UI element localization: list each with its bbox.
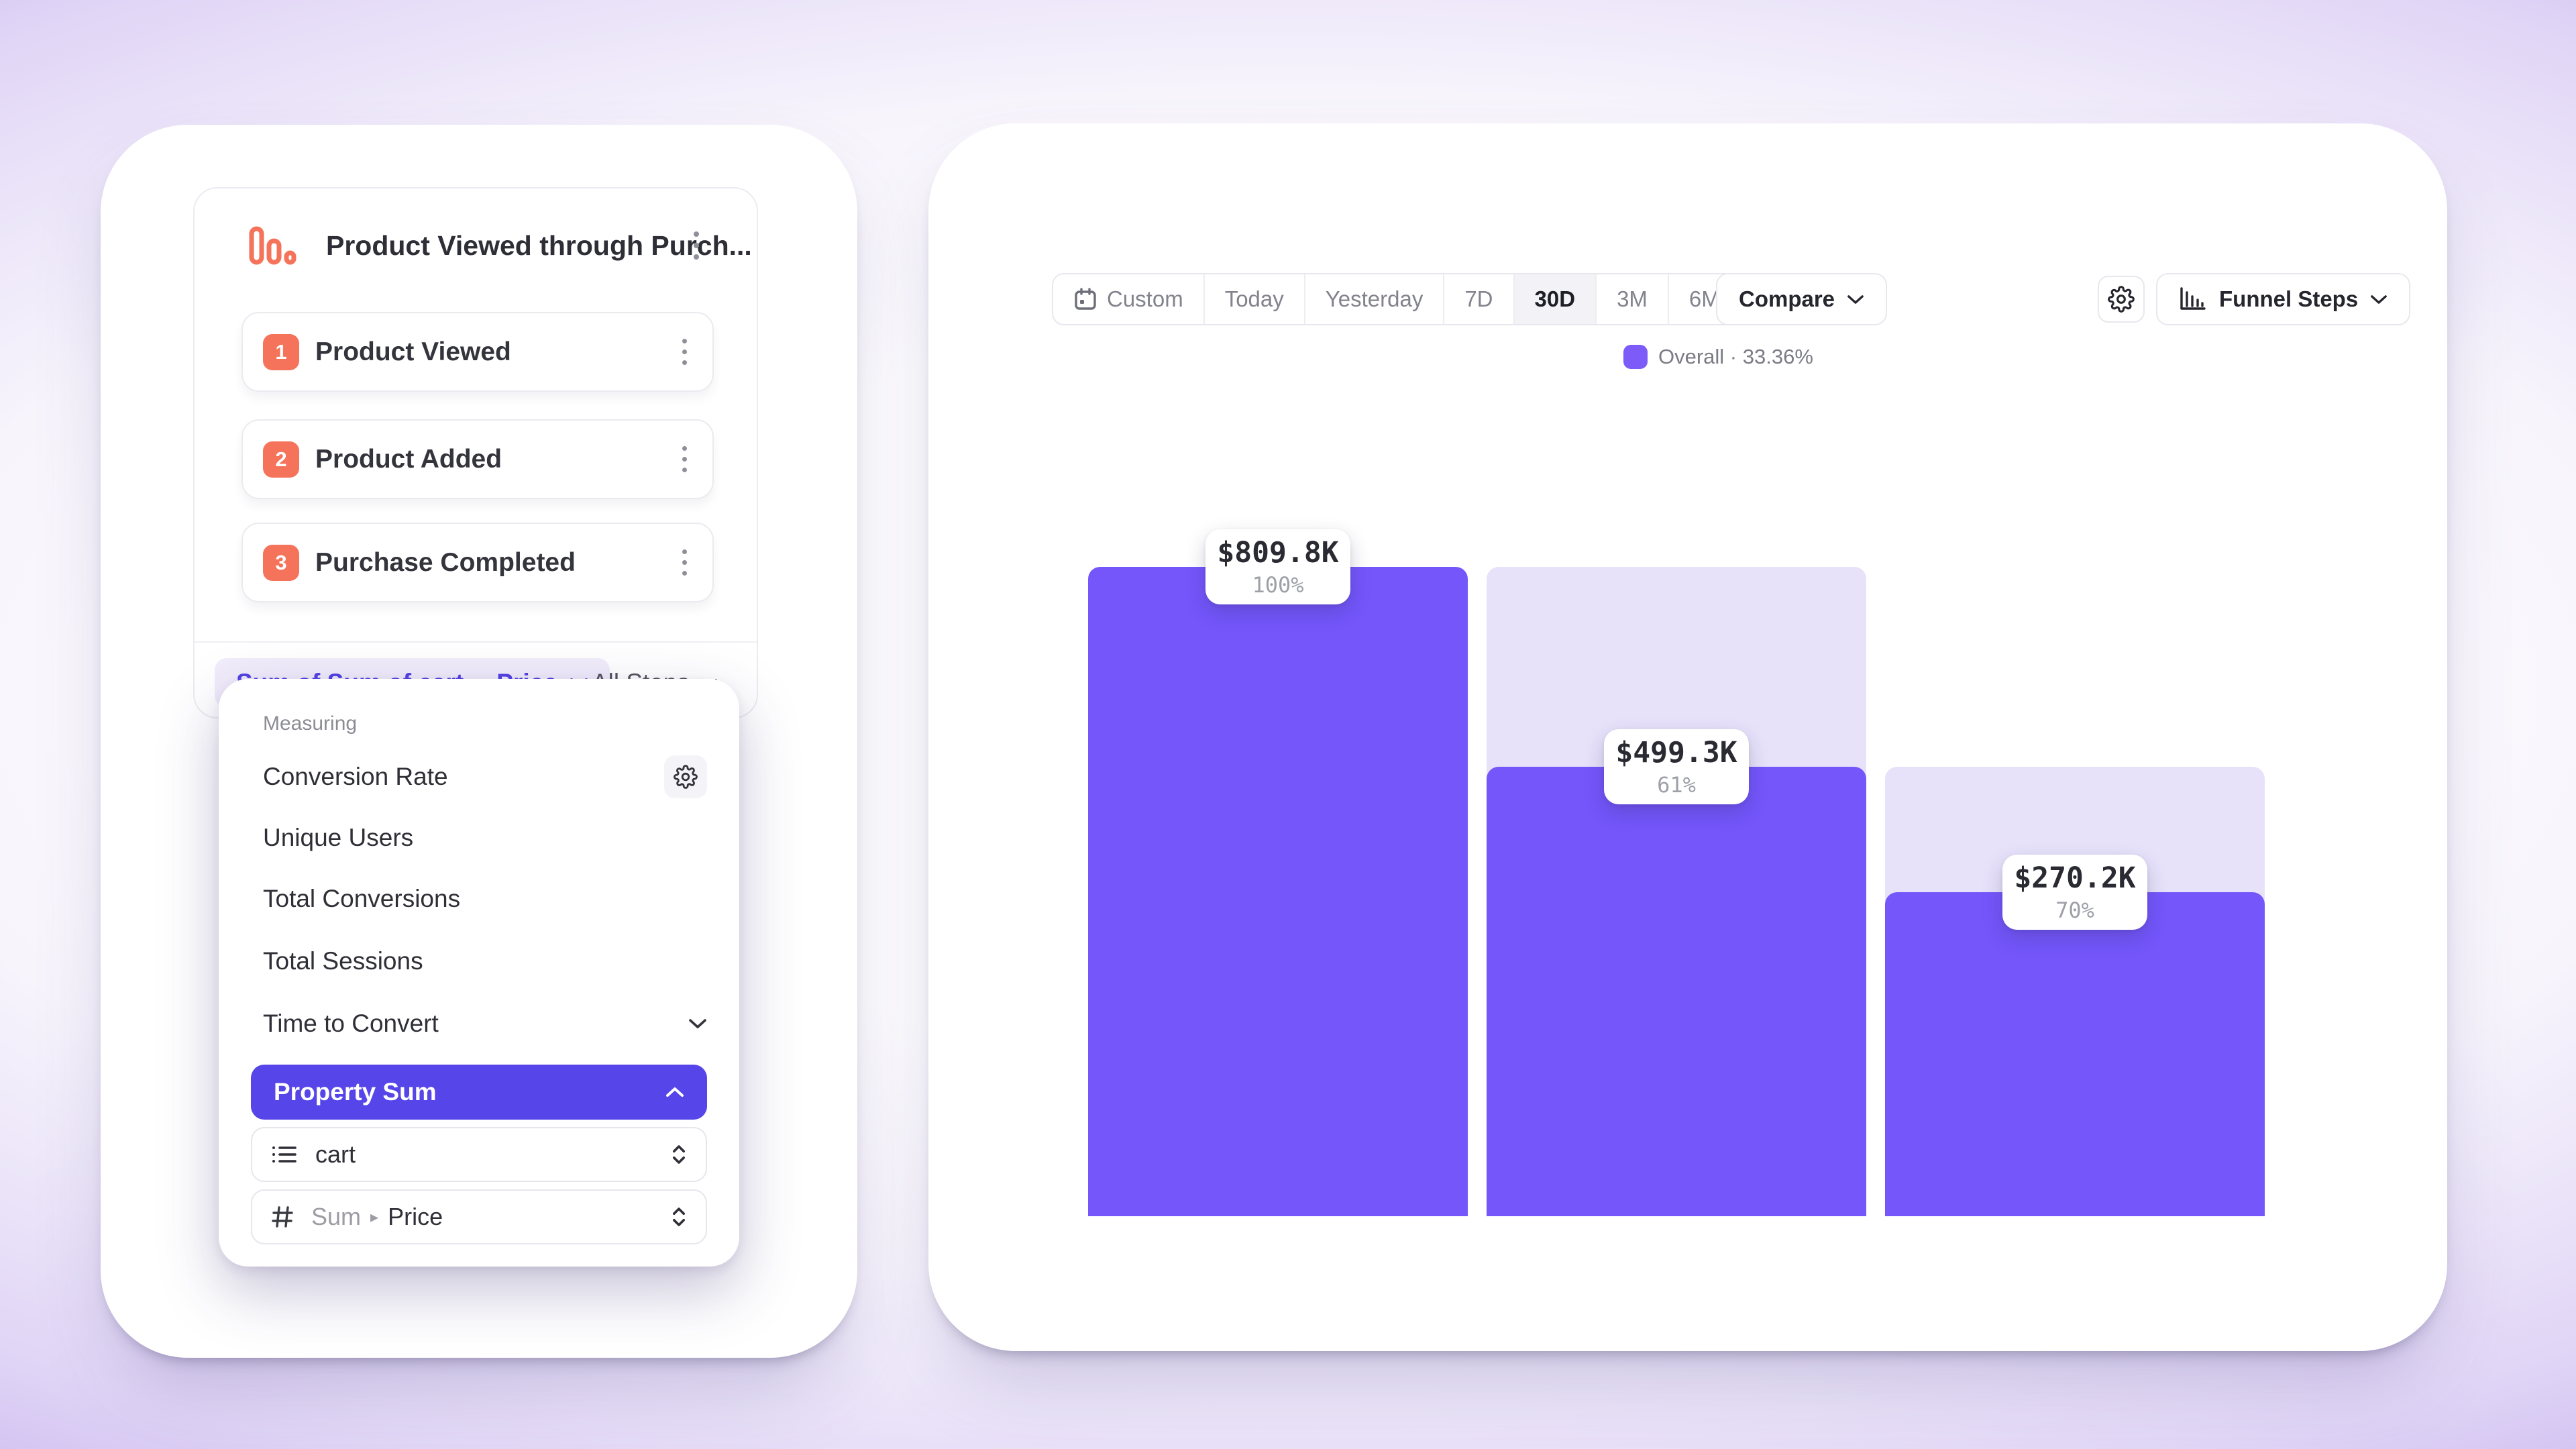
menu-item-property-sum-selected[interactable]: Property Sum [251,1065,707,1120]
gear-icon [2108,286,2135,313]
funnel-step-1[interactable]: 1 Product Viewed [241,312,714,392]
menu-item-time-to-convert[interactable]: Time to Convert [263,993,707,1054]
date-range-3m[interactable]: 3M [1597,274,1669,324]
conversion-rate-settings-button[interactable] [664,755,707,798]
step-label: Purchase Completed [315,547,576,577]
date-range-custom[interactable]: Custom [1053,274,1205,324]
date-range-7d[interactable]: 7D [1444,274,1515,324]
step-menu-button[interactable] [676,332,694,372]
compare-label: Compare [1739,286,1835,311]
bar-percent: 100% [1252,572,1304,598]
compare-button[interactable]: Compare [1716,273,1888,325]
date-range-label: Today [1224,286,1284,311]
funnel-title: Product Viewed through Purch... [326,229,752,261]
date-range-30d-active[interactable]: 30D [1514,274,1597,324]
chevron-down-icon [2371,294,2387,304]
funnel-definition-card: Product Viewed through Purch... 1 Produc… [193,187,758,718]
aggregation-value: Price [388,1203,443,1230]
aggregation-select-value-group: Sum ▸ Price [311,1203,443,1231]
measuring-dropdown: Measuring Conversion Rate Unique Users T… [219,679,739,1267]
step-number-badge: 2 [263,441,299,478]
menu-item-total-conversions[interactable]: Total Conversions [263,868,707,929]
chevron-down-icon [1847,294,1864,304]
step-menu-button[interactable] [676,439,694,479]
bar-value-tooltip: $809.8K 100% [1205,529,1350,604]
divider [195,641,757,643]
funnel-bar-product-viewed[interactable]: $809.8K 100% [1088,529,1468,1216]
bar-value-segment [1088,567,1468,1216]
property-select-value: cart [315,1140,356,1168]
date-range-label: 3M [1617,286,1648,311]
legend-label: Overall · 33.36% [1658,345,1813,368]
step-label: Product Added [315,444,502,474]
measuring-section-label: Measuring [263,712,358,735]
list-icon [272,1146,297,1163]
select-updown-icon [673,1208,685,1226]
bar-value-tooltip: $499.3K 61% [1604,729,1749,805]
funnel-step-2[interactable]: 2 Product Added [241,419,714,499]
funnel-header: Product Viewed through Purch... [195,189,757,303]
date-range-label: Custom [1107,286,1183,311]
breadcrumb-arrow-icon: ▸ [370,1208,379,1226]
funnel-bar-purchase-completed[interactable]: $270.2K 70% [1885,567,2265,1216]
property-select[interactable]: cart [251,1127,707,1182]
funnel-chart: $809.8K 100% $499.3K 61% $270.2K 70% [1088,529,2265,1216]
chevron-down-icon [689,1018,706,1028]
bar-value: $270.2K [2014,861,2136,895]
date-range-label: 7D [1464,286,1493,311]
date-range-label: 30D [1534,286,1576,311]
funnel-chart-icon [248,226,297,265]
date-range-today[interactable]: Today [1205,274,1305,324]
menu-item-label: Conversion Rate [263,762,448,790]
funnel-step-3[interactable]: 3 Purchase Completed [241,523,714,602]
legend-overall[interactable]: Overall · 33.36% [1623,345,1813,369]
step-label: Product Viewed [315,337,511,366]
date-range-control: Custom Today Yesterday 7D 30D 3M 6M 12M [1052,273,1826,325]
select-updown-icon [673,1145,685,1164]
bar-percent: 70% [2055,897,2094,923]
menu-item-unique-users[interactable]: Unique Users [263,807,707,868]
chevron-up-icon [666,1087,684,1097]
aggregation-prefix: Sum [311,1203,362,1230]
hash-icon [272,1206,293,1228]
menu-item-label: Property Sum [274,1078,437,1106]
menu-item-conversion-rate[interactable]: Conversion Rate [263,746,707,807]
chart-type-selector[interactable]: Funnel Steps [2156,273,2411,325]
step-number-badge: 1 [263,333,299,370]
bar-value-segment [1885,892,2265,1216]
menu-item-label: Unique Users [263,823,414,851]
chart-type-label: Funnel Steps [2219,286,2359,311]
aggregation-select[interactable]: Sum ▸ Price [251,1189,707,1244]
funnel-menu-button[interactable] [687,225,706,266]
legend-swatch [1623,345,1648,369]
funnel-bar-product-added[interactable]: $499.3K 61% [1487,567,1866,1216]
bar-percent: 61% [1657,772,1696,798]
bar-value: $499.3K [1615,736,1737,770]
date-range-yesterday[interactable]: Yesterday [1305,274,1445,324]
step-number-badge: 3 [263,544,299,581]
date-range-label: Yesterday [1325,286,1424,311]
funnel-report-panel: Custom Today Yesterday 7D 30D 3M 6M 12M … [928,123,2447,1351]
funnel-builder-panel: Product Viewed through Purch... 1 Produc… [101,125,857,1358]
bar-value-tooltip: $270.2K 70% [2002,854,2147,930]
menu-item-total-sessions[interactable]: Total Sessions [263,930,707,991]
step-menu-button[interactable] [676,543,694,582]
menu-item-label: Time to Convert [263,1009,439,1037]
calendar-icon [1075,288,1096,310]
chart-settings-button[interactable] [2098,276,2145,323]
bar-value-segment [1487,767,1866,1216]
gear-icon [674,764,698,789]
menu-item-label: Total Conversions [263,884,461,912]
bar-value: $809.8K [1217,536,1339,570]
menu-item-label: Total Sessions [263,947,423,975]
bar-chart-icon [2180,287,2206,310]
date-range-label: 6M [1688,286,1720,311]
